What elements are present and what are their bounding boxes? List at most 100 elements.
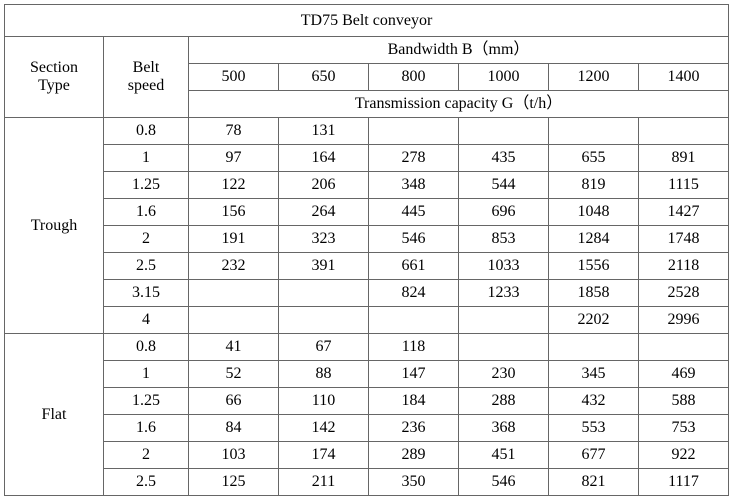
- width-cell: 1200: [548, 63, 639, 91]
- empty-cell: [458, 306, 549, 334]
- value-cell: 553: [548, 414, 639, 442]
- section-cell: Flat: [4, 333, 104, 496]
- empty-cell: [458, 333, 549, 361]
- value-cell: 1284: [548, 225, 639, 253]
- value-cell: 164: [278, 144, 369, 172]
- width-row: 500 650 800 1000 1200 1400: [5, 63, 730, 91]
- section-cell: Trough: [4, 117, 104, 334]
- value-cell: 289: [368, 441, 459, 469]
- data-row: 1.25 66 110 184 288 432 588: [5, 387, 730, 415]
- data-row: 2 191 323 546 853 1284 1748: [5, 225, 730, 253]
- speed-cell: 1: [103, 360, 189, 388]
- value-cell: 1233: [458, 279, 549, 307]
- value-cell: 103: [188, 441, 279, 469]
- empty-cell: [458, 117, 549, 145]
- speed-cell: 4: [103, 306, 189, 334]
- value-cell: 1117: [637, 468, 730, 496]
- speed-cell: 1.6: [103, 414, 189, 442]
- value-cell: 1427: [637, 198, 730, 226]
- width-cell: 500: [188, 63, 279, 91]
- empty-cell: [188, 306, 279, 334]
- value-cell: 922: [637, 441, 730, 469]
- value-cell: 131: [278, 117, 369, 145]
- header-cell: Belt speed: [103, 36, 189, 118]
- value-cell: 2996: [637, 306, 730, 334]
- value-cell: 350: [368, 468, 459, 496]
- width-cell: 1400: [637, 63, 730, 91]
- value-cell: 546: [368, 225, 459, 253]
- speed-cell: 0.8: [103, 333, 189, 361]
- header-cell: Section Type: [4, 36, 104, 118]
- value-cell: 41: [188, 333, 279, 361]
- empty-cell: [368, 306, 459, 334]
- value-cell: 88: [278, 360, 369, 388]
- value-cell: 1115: [637, 171, 730, 199]
- speed-cell: 0.8: [103, 117, 189, 145]
- value-cell: 368: [458, 414, 549, 442]
- value-cell: 206: [278, 171, 369, 199]
- header-row: Section Type Belt speed Bandwidth B（mm）: [4, 36, 730, 118]
- value-cell: 118: [368, 333, 459, 361]
- value-cell: 819: [548, 171, 639, 199]
- data-row: 2.5 232 391 661 1033 1556 2118: [5, 252, 730, 280]
- value-cell: 110: [278, 387, 369, 415]
- value-cell: 142: [278, 414, 369, 442]
- data-row: 4 2202 2996: [5, 306, 730, 334]
- value-cell: 588: [637, 387, 730, 415]
- empty-cell: [278, 279, 369, 307]
- speed-cell: 2.5: [103, 468, 189, 496]
- value-cell: 122: [188, 171, 279, 199]
- value-cell: 2202: [548, 306, 639, 334]
- value-cell: 184: [368, 387, 459, 415]
- value-cell: 78: [188, 117, 279, 145]
- value-cell: 753: [637, 414, 730, 442]
- value-cell: 232: [188, 252, 279, 280]
- value-cell: 345: [548, 360, 639, 388]
- title-row: TD75 Belt conveyor: [3, 4, 730, 37]
- table-title: TD75 Belt conveyor: [3, 4, 730, 37]
- speed-cell: 1.25: [103, 171, 189, 199]
- value-cell: 67: [278, 333, 369, 361]
- value-cell: 288: [458, 387, 549, 415]
- data-row: 1.6 84 142 236 368 553 753: [5, 414, 730, 442]
- value-cell: 147: [368, 360, 459, 388]
- value-cell: 348: [368, 171, 459, 199]
- data-row: 2.5 125 211 350 546 821 1117: [5, 468, 730, 496]
- value-cell: 264: [278, 198, 369, 226]
- value-cell: 661: [368, 252, 459, 280]
- value-cell: 445: [368, 198, 459, 226]
- data-row: 1.6 156 264 445 696 1048 1427: [5, 198, 730, 226]
- value-cell: 52: [188, 360, 279, 388]
- data-row: Flat 0.8 41 67 118: [4, 333, 730, 496]
- value-cell: 2118: [637, 252, 730, 280]
- speed-cell: 2: [103, 225, 189, 253]
- value-cell: 451: [458, 441, 549, 469]
- value-cell: 1048: [548, 198, 639, 226]
- data-row: 1 52 88 147 230 345 469: [5, 360, 730, 388]
- data-row: 3.15 824 1233 1858 2528: [5, 279, 730, 307]
- value-cell: 677: [548, 441, 639, 469]
- value-cell: 2528: [637, 279, 730, 307]
- bandwidth-label: Bandwidth B（mm）: [187, 36, 730, 64]
- value-cell: 432: [548, 387, 639, 415]
- value-cell: 1033: [458, 252, 549, 280]
- speed-cell: 2.5: [103, 252, 189, 280]
- empty-cell: [278, 306, 369, 334]
- empty-cell: [548, 333, 639, 361]
- width-cell: 800: [368, 63, 459, 91]
- value-cell: 469: [637, 360, 730, 388]
- value-cell: 1556: [548, 252, 639, 280]
- empty-cell: [188, 279, 279, 307]
- value-cell: 156: [188, 198, 279, 226]
- value-cell: 821: [548, 468, 639, 496]
- value-cell: 1858: [548, 279, 639, 307]
- page: TD75 Belt conveyor Section Type Belt spe…: [0, 4, 735, 502]
- speed-cell: 1.6: [103, 198, 189, 226]
- width-cell: 1000: [458, 63, 549, 91]
- belt-speed-label: Belt speed: [127, 59, 165, 94]
- value-cell: 696: [458, 198, 549, 226]
- data-row: 1.25 122 206 348 544 819 1115: [5, 171, 730, 199]
- empty-cell: [637, 333, 730, 361]
- value-cell: 853: [458, 225, 549, 253]
- value-cell: 323: [278, 225, 369, 253]
